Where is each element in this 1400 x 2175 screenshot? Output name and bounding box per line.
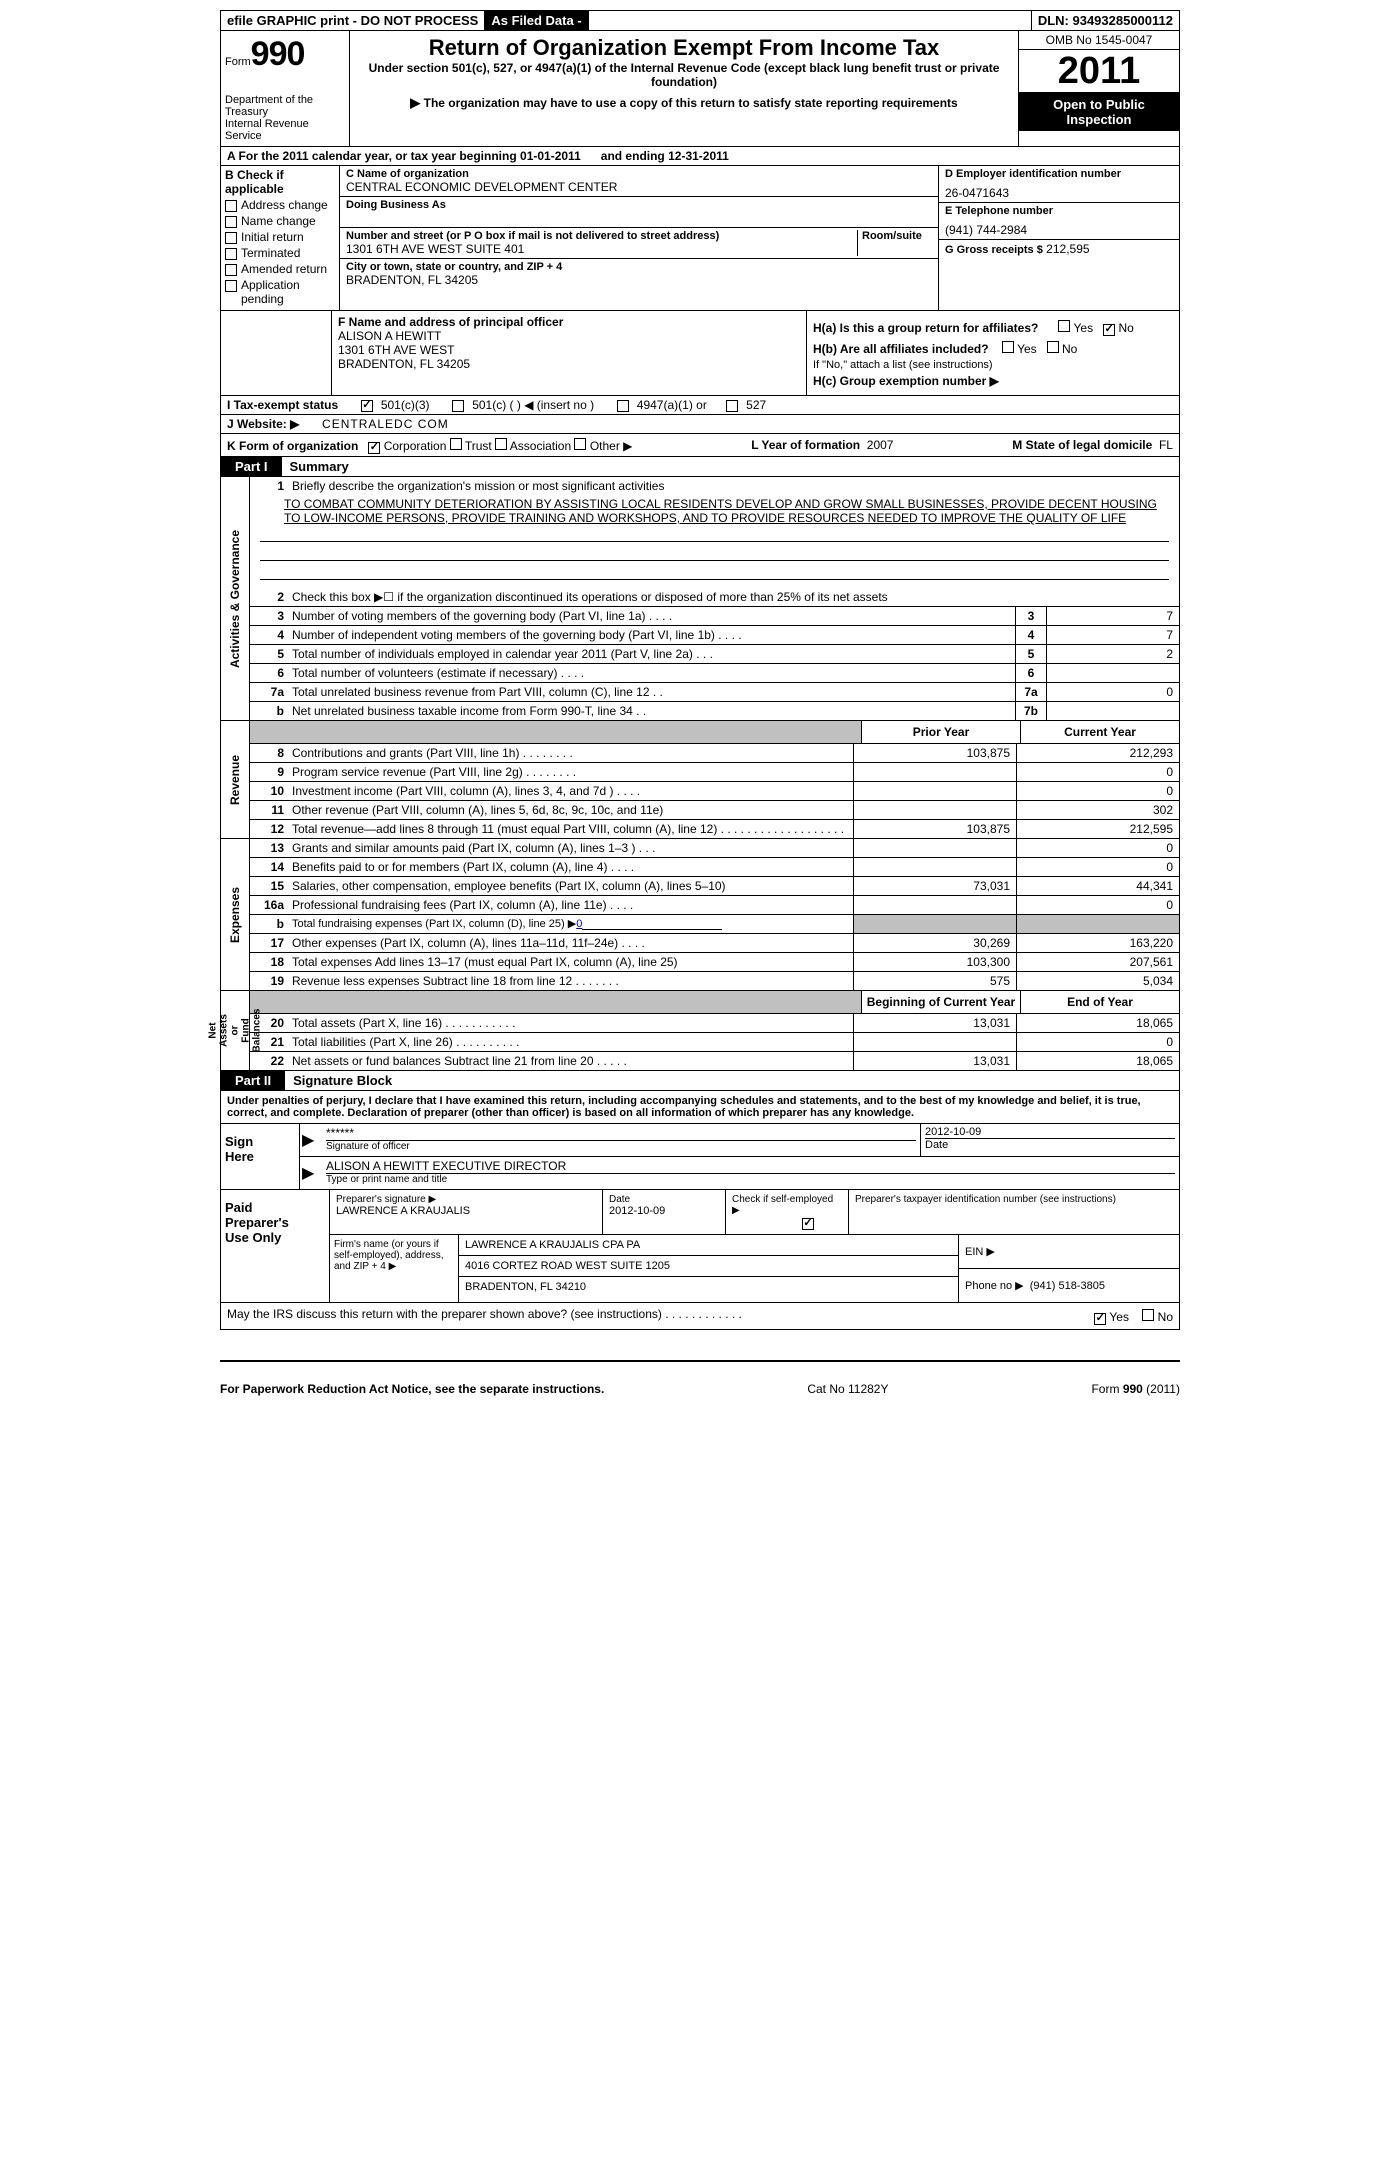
form-number: Form990 [225, 35, 345, 74]
cb-501c[interactable] [452, 400, 464, 412]
website: J Website: ▶ CENTRALEDC COM [220, 415, 1180, 434]
ein: 26-0471643 [945, 180, 1173, 200]
dept-label: Department of the Treasury Internal Reve… [225, 94, 345, 142]
netassets-block: Net Assets or Fund Balances Beginning of… [220, 991, 1180, 1071]
efile-label: efile GRAPHIC print - DO NOT PROCESS [221, 11, 485, 30]
form-container: efile GRAPHIC print - DO NOT PROCESS As … [220, 0, 1180, 1410]
footer: For Paperwork Reduction Act Notice, see … [220, 1360, 1180, 1400]
cb-4947[interactable] [617, 400, 629, 412]
form-header: Form990 Department of the Treasury Inter… [220, 31, 1180, 147]
checkbox-initial[interactable] [225, 232, 237, 244]
mission: TO COMBAT COMMUNITY DETERIORATION BY ASS… [250, 495, 1179, 527]
open-to-public: Open to Public Inspection [1019, 93, 1179, 131]
checkbox-terminated[interactable] [225, 248, 237, 260]
ha-no[interactable] [1103, 324, 1115, 336]
governance-block: Activities & Governance 1Briefly describ… [220, 477, 1180, 721]
paid-preparer: Paid Preparer's Use Only Preparer's sign… [220, 1190, 1180, 1303]
form-of-org: K Form of organization Corporation Trust… [220, 434, 1180, 457]
section-fh: F Name and address of principal officer … [220, 311, 1180, 396]
tax-exempt-status: I Tax-exempt status 501(c)(3) 501(c) ( )… [220, 396, 1180, 415]
org-name: CENTRAL ECONOMIC DEVELOPMENT CENTER [346, 180, 932, 194]
cb-corp[interactable] [368, 442, 380, 454]
discuss-yes[interactable] [1094, 1313, 1106, 1325]
checkbox-name-change[interactable] [225, 216, 237, 228]
header-bar: efile GRAPHIC print - DO NOT PROCESS As … [220, 10, 1180, 31]
dln: DLN: 93493285000112 [1032, 11, 1179, 30]
omb-number: OMB No 1545-0047 [1019, 31, 1179, 50]
checkbox-app-pending[interactable] [225, 280, 237, 292]
preparer-name: LAWRENCE A KRAUJALIS [336, 1205, 596, 1217]
sign-here: Sign Here ▶ ****** Signature of officer … [220, 1124, 1180, 1190]
checkbox-amended[interactable] [225, 264, 237, 276]
officer-name: ALISON A HEWITT [338, 329, 800, 343]
officer-signature: ALISON A HEWITT EXECUTIVE DIRECTOR [326, 1159, 1175, 1173]
org-city: BRADENTON, FL 34205 [346, 273, 932, 287]
part2-header: Part II Signature Block [220, 1071, 1180, 1091]
checkbox-addr-change[interactable] [225, 200, 237, 212]
sub-note: ▶ The organization may have to use a cop… [354, 95, 1014, 111]
cb-self-employed[interactable] [802, 1218, 814, 1230]
revenue-block: Revenue Prior Year Current Year 8Contrib… [220, 721, 1180, 839]
hb-no[interactable] [1047, 341, 1059, 353]
cb-527[interactable] [726, 400, 738, 412]
as-filed-label: As Filed Data - [485, 11, 588, 30]
org-street: 1301 6TH AVE WEST SUITE 401 [346, 242, 853, 256]
sub-title: Under section 501(c), 527, or 4947(a)(1)… [354, 61, 1014, 89]
cb-assoc[interactable] [495, 438, 507, 450]
perjury-declaration: Under penalties of perjury, I declare th… [220, 1091, 1180, 1124]
cb-trust[interactable] [450, 438, 462, 450]
cb-501c3[interactable] [361, 400, 373, 412]
cb-other[interactable] [574, 438, 586, 450]
gross-receipts: 212,595 [1046, 242, 1089, 256]
expenses-block: Expenses 13Grants and similar amounts pa… [220, 839, 1180, 991]
telephone: (941) 744-2984 [945, 217, 1173, 237]
tax-year: 2011 [1019, 50, 1179, 93]
main-title: Return of Organization Exempt From Incom… [354, 35, 1014, 61]
section-bcd: B Check if applicable Address change Nam… [220, 166, 1180, 311]
hb-yes[interactable] [1002, 341, 1014, 353]
tax-year-range: A For the 2011 calendar year, or tax yea… [220, 147, 1180, 166]
ha-yes[interactable] [1058, 320, 1070, 332]
discuss-with-preparer: May the IRS discuss this return with the… [220, 1303, 1180, 1330]
part1-header: Part I Summary [220, 457, 1180, 477]
discuss-no[interactable] [1142, 1309, 1154, 1321]
